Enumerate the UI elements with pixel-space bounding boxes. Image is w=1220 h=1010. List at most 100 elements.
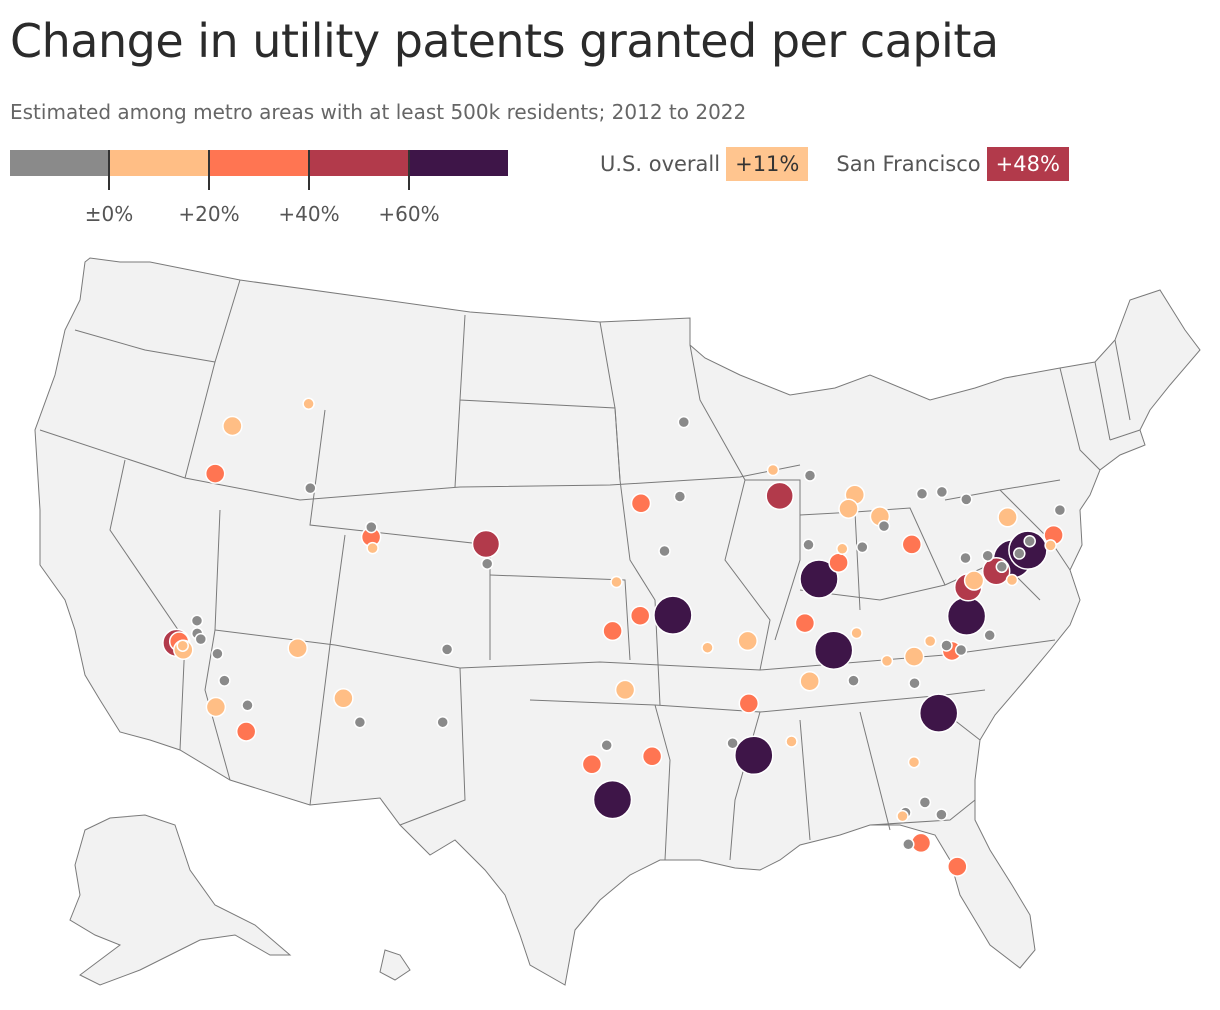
legend-tick [208,150,210,190]
metro-dot [918,796,932,809]
metro-dot [935,808,948,821]
metro-dot [963,570,985,591]
metro-dot [877,519,891,533]
metro-dot [658,544,671,558]
metro-dot [799,670,820,692]
metro-dot [856,540,869,554]
metro-dot [641,746,663,767]
state-border [745,479,801,641]
metro-dot [959,551,972,565]
metro-dot [946,596,987,636]
alaska [69,814,292,986]
color-legend: ±0% +20% +40% +60% [10,150,510,230]
legend-tick [308,150,310,190]
metro-dot [995,560,1009,574]
state-border [309,534,346,806]
metro-dot [907,755,921,769]
metro-dot [954,643,968,657]
metro-dot [204,463,226,484]
us-overall-label: U.S. overall [600,152,721,176]
metro-dot [235,721,257,742]
metro-dot [614,679,636,701]
state-border [74,329,216,363]
metro-dot [218,674,231,687]
legend-tick [408,150,410,190]
us-overall-value: +11% [726,147,809,181]
metro-dot [850,626,863,640]
metro-dot [838,498,859,519]
state-border [109,459,186,751]
metro-dot [935,485,949,499]
legend-tick-label: +40% [278,202,340,226]
metro-dot [734,735,774,776]
metro-dot [353,716,367,729]
metro-dot [471,529,501,559]
chart-subtitle: Estimated among metro areas with at leas… [10,100,747,124]
metro-dot [211,647,224,660]
metro-dot [677,415,691,429]
metro-dot [436,715,449,729]
metro-dot [799,559,839,599]
metro-dot [366,541,379,555]
metro-dot [629,605,651,626]
state-border [799,719,811,841]
state-border [1059,367,1101,471]
state-border [1114,339,1131,421]
metro-dot [241,699,254,712]
state-border [204,509,231,781]
state-border [1094,361,1111,441]
legend-swatch-below-zero [10,150,110,176]
metro-dot [302,397,315,411]
metro-dot [602,620,623,642]
metro-dot [701,641,714,654]
metro-dot [785,735,798,748]
metro-dot [836,542,849,556]
metro-dot [803,469,817,482]
state-border [454,399,461,488]
state-border [309,409,491,660]
metro-dot [673,490,687,503]
metro-dot [287,637,308,659]
metro-dot [1023,534,1036,548]
metro-dot [915,487,929,501]
metro-dot [802,538,815,552]
state-border [869,799,976,826]
metro-dot [1044,539,1057,552]
us-land [34,257,1201,986]
metro-dot [304,481,317,495]
us-map [34,257,1201,986]
state-border [859,711,891,831]
metro-dot [440,643,454,656]
san-francisco-value: +48% [986,147,1069,181]
metro-dot [896,809,909,823]
legend-swatch-20-40 [210,150,310,176]
legend-tick [108,150,110,190]
metro-dot [222,415,243,437]
metro-dot [981,549,994,562]
metro-dot [581,754,603,775]
state-border [489,574,631,661]
legend-tick-label: +20% [178,202,240,226]
metro-dot [190,614,204,627]
metro-dot [828,552,849,573]
metro-dot [813,630,854,670]
state-border [399,667,466,826]
metro-dot [997,507,1018,528]
metro-dot [947,856,968,877]
metro-dot [610,575,623,589]
metro-dot [600,739,613,752]
metro-dot [205,696,227,718]
legend-tick-label: +60% [378,202,440,226]
metro-dot [194,632,208,646]
metro-dot [847,674,860,687]
state-border [184,279,241,479]
san-francisco-label: San Francisco [836,152,981,176]
metro-dot [902,838,915,851]
metro-dot [480,557,494,570]
metro-dot [1005,573,1019,587]
legend-swatch-0-20 [110,150,210,176]
metro-dot [908,676,921,690]
hawaii [379,949,411,981]
metro-dot [1053,503,1067,517]
state-border [529,699,671,861]
